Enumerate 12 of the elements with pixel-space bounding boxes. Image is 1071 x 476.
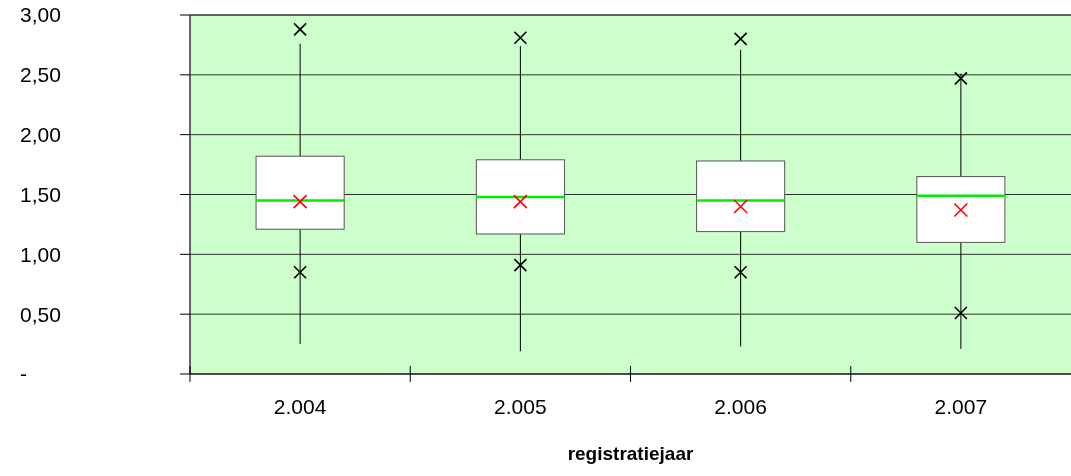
x-tick-label: 2.007: [934, 395, 988, 418]
y-tick-label: 0,50: [20, 302, 61, 326]
x-axis-title: registratiejaar: [567, 443, 694, 464]
x-tick-label: 2.005: [494, 395, 547, 418]
y-tick-label: 3,00: [20, 3, 61, 27]
y-tick-label: 1,50: [20, 182, 61, 206]
x-tick-label: 2.006: [714, 395, 767, 418]
y-tick-label: 2,00: [20, 123, 61, 147]
y-tick-label: 1,00: [20, 242, 61, 266]
y-tick-label: 2,50: [20, 63, 61, 87]
x-tick-label: 2.004: [273, 395, 327, 418]
y-tick-label: -: [20, 362, 27, 386]
